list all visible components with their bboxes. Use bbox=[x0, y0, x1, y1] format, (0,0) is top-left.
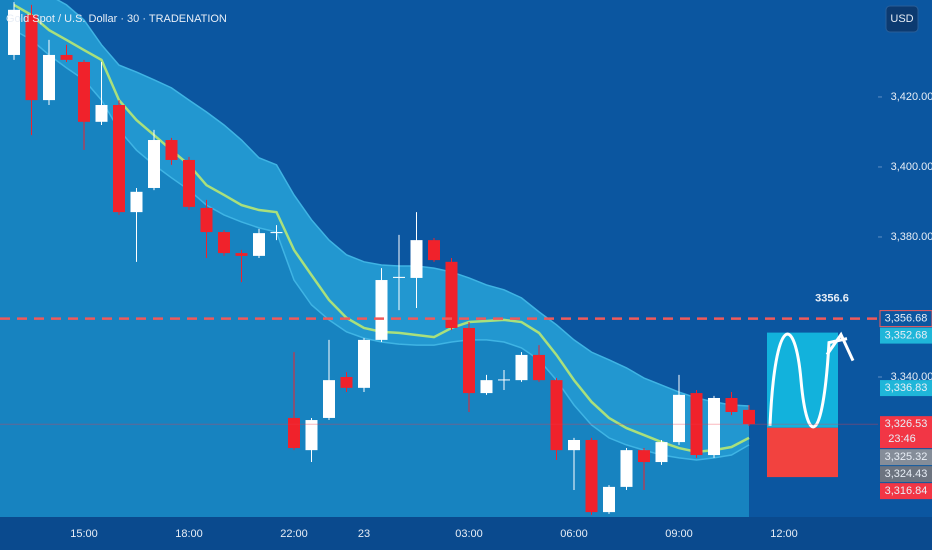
candle-body bbox=[183, 159, 195, 207]
candle-body bbox=[393, 276, 405, 278]
x-tick-label: 09:00 bbox=[665, 528, 693, 540]
candle-body bbox=[288, 417, 300, 449]
candle-body bbox=[410, 240, 423, 278]
price-box bbox=[880, 483, 932, 500]
projection-arrowhead bbox=[825, 331, 855, 362]
x-tick-label: 06:00 bbox=[560, 528, 588, 540]
band-line bbox=[56, 0, 750, 407]
currency-label[interactable]: USD bbox=[890, 13, 913, 25]
band-fill bbox=[14, 0, 749, 460]
candle-body bbox=[445, 261, 458, 328]
x-tick-label: 22:00 bbox=[280, 528, 308, 540]
candle-body bbox=[235, 253, 248, 256]
projection-wave bbox=[768, 332, 848, 429]
candle-body bbox=[305, 420, 318, 451]
candle-body bbox=[708, 397, 720, 456]
candle-body bbox=[673, 394, 685, 443]
candle-body bbox=[533, 354, 545, 381]
candle-body bbox=[8, 9, 20, 55]
y-tick-label: 3,380.00 bbox=[891, 231, 932, 243]
x-tick-label: 18:00 bbox=[175, 528, 203, 540]
price-box bbox=[880, 466, 932, 483]
candle-body bbox=[550, 380, 563, 451]
price-box bbox=[880, 449, 932, 466]
target-price-box bbox=[879, 310, 932, 328]
y-tick-label: 3,340.00 bbox=[891, 371, 932, 383]
candle-body bbox=[253, 233, 265, 256]
candle-body bbox=[78, 61, 90, 122]
stop-box bbox=[767, 427, 838, 478]
x-tick-label: 15:00 bbox=[70, 528, 98, 540]
candle-body bbox=[130, 191, 143, 213]
price-box bbox=[880, 380, 932, 397]
candle-body bbox=[638, 450, 650, 463]
candle-body bbox=[585, 439, 598, 513]
candle-body bbox=[655, 442, 668, 463]
candle-body bbox=[113, 105, 125, 213]
candle-body bbox=[270, 232, 283, 234]
y-tick-label: 3,420.00 bbox=[891, 91, 932, 103]
price-label: 3,352.68 bbox=[885, 330, 928, 342]
price-label: 3,325.32 bbox=[885, 451, 928, 463]
annotation: 3356.6 bbox=[815, 293, 849, 305]
candle-body bbox=[358, 339, 370, 388]
target-price-label: 3,356.68 bbox=[885, 313, 928, 325]
chart-title: Gold Spot / U.S. Dollar · 30 · TRADENATI… bbox=[6, 13, 227, 25]
candle-body bbox=[340, 376, 353, 388]
countdown: 23:46 bbox=[888, 433, 916, 445]
currency-button[interactable] bbox=[885, 5, 919, 33]
candle-body bbox=[25, 15, 38, 101]
candle-body bbox=[463, 327, 475, 394]
candle-body bbox=[603, 486, 615, 513]
price-box bbox=[880, 327, 932, 344]
candle-body bbox=[568, 439, 580, 451]
price-label: 3,336.83 bbox=[885, 382, 928, 394]
candle-body bbox=[480, 380, 493, 394]
candle-body bbox=[375, 280, 388, 340]
candle-body bbox=[725, 397, 738, 412]
candle-body bbox=[620, 450, 633, 487]
candle-body bbox=[43, 54, 55, 101]
candle-body bbox=[515, 354, 528, 381]
price-label: 3,316.84 bbox=[885, 485, 928, 497]
candle-body bbox=[743, 409, 755, 425]
price-label: 3,324.43 bbox=[885, 468, 928, 480]
candle-body bbox=[200, 207, 213, 233]
candle-body bbox=[60, 54, 73, 60]
plot-area bbox=[0, 0, 855, 517]
x-tick-label: 12:00 bbox=[770, 528, 798, 540]
candle-body bbox=[218, 232, 230, 254]
candle-body bbox=[95, 105, 108, 122]
candle-body bbox=[323, 380, 335, 418]
x-tick-label: 03:00 bbox=[455, 528, 483, 540]
price-label: 3,326.53 bbox=[885, 418, 928, 430]
y-tick-label: 3,400.00 bbox=[891, 161, 932, 173]
x-tick-label: 23 bbox=[358, 528, 370, 540]
candle-body bbox=[148, 140, 160, 188]
candle-body bbox=[428, 240, 440, 261]
candle-body bbox=[498, 379, 510, 381]
price-box bbox=[880, 416, 932, 449]
time-axis bbox=[0, 517, 932, 550]
candle-body bbox=[165, 140, 178, 160]
